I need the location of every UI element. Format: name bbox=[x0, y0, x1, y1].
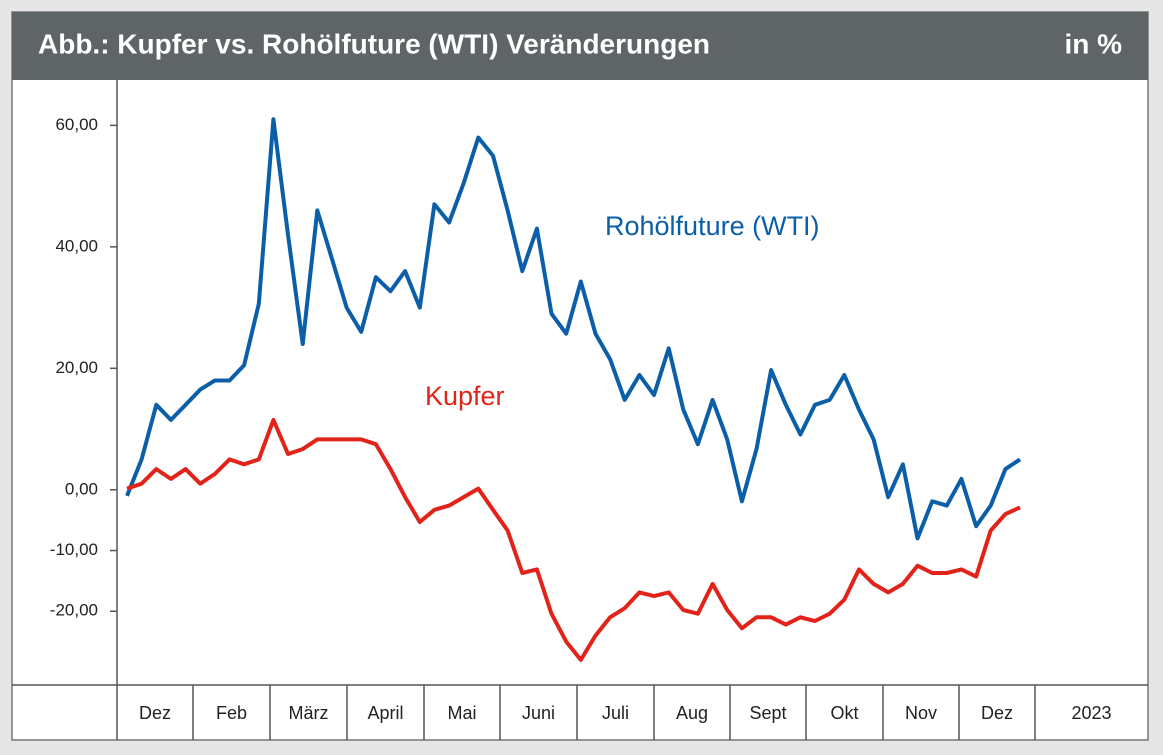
y-tick-label: 60,00 bbox=[55, 115, 98, 134]
frame bbox=[11, 11, 1149, 741]
series-label: Rohölfuture (WTI) bbox=[605, 211, 820, 241]
x-tick-label: Juni bbox=[522, 703, 555, 723]
x-tick-label: Nov bbox=[905, 703, 937, 723]
x-tick-label: Feb bbox=[216, 703, 247, 723]
x-tick-label: Mai bbox=[447, 703, 476, 723]
x-tick-label: Dez bbox=[981, 703, 1013, 723]
x-tick-label: Sept bbox=[749, 703, 786, 723]
y-tick-label: 20,00 bbox=[55, 358, 98, 377]
y-tick-label: 0,00 bbox=[65, 479, 98, 498]
x-tick-label: 2023 bbox=[1071, 703, 1111, 723]
line-series bbox=[125, 117, 1022, 541]
x-tick-label: Juli bbox=[602, 703, 629, 723]
y-tick-label: -10,00 bbox=[50, 540, 98, 559]
unit-label: in % bbox=[1064, 28, 1122, 59]
x-tick-label: März bbox=[289, 703, 329, 723]
series-label: Kupfer bbox=[425, 381, 505, 411]
y-tick-label: -20,00 bbox=[50, 601, 98, 620]
x-tick-label: April bbox=[367, 703, 403, 723]
x-tick-label: Dez bbox=[139, 703, 171, 723]
line-series bbox=[126, 417, 1021, 662]
y-tick-label: 40,00 bbox=[55, 236, 98, 255]
header bbox=[12, 12, 1148, 80]
chart-title: Abb.: Kupfer vs. Rohölfuture (WTI) Verän… bbox=[38, 28, 710, 59]
x-tick-label: Aug bbox=[676, 703, 708, 723]
x-tick-label: Okt bbox=[830, 703, 858, 723]
